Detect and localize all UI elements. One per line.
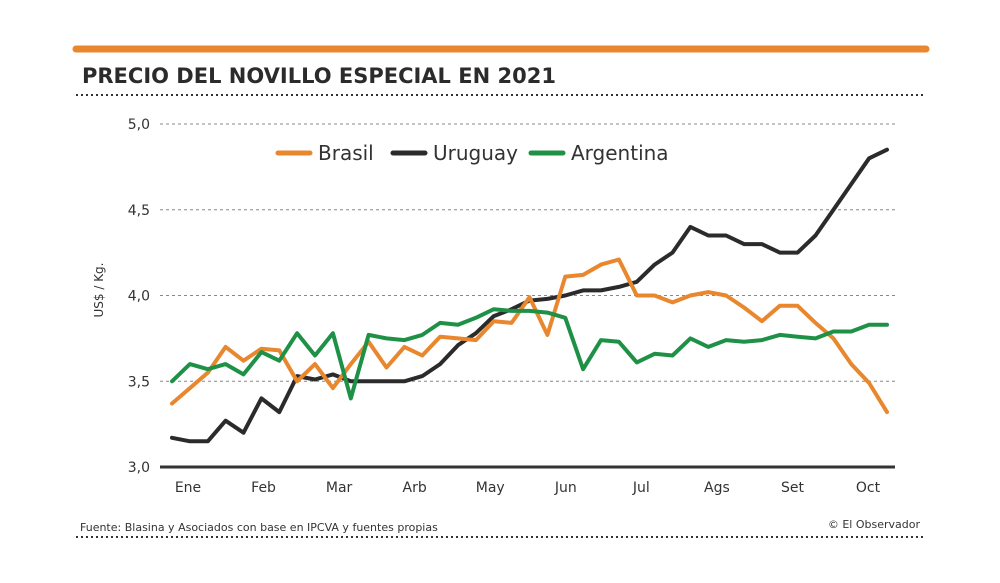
y-tick-label: 5,0 — [128, 117, 150, 133]
gridlines — [160, 123, 895, 469]
y-tick-label: 3,0 — [128, 460, 150, 476]
x-tick-label: Jun — [554, 480, 577, 496]
y-tick-label: 4,5 — [128, 203, 150, 219]
x-tick-label: Feb — [251, 480, 276, 496]
chart-title: PRECIO DEL NOVILLO ESPECIAL EN 2021 — [82, 64, 556, 88]
x-tick-label: Mar — [326, 480, 353, 496]
series-line-brasil — [170, 257, 889, 415]
y-tick-label: 3,5 — [128, 374, 150, 390]
x-tick-label: Oct — [856, 480, 881, 496]
series-line-argentina — [170, 307, 889, 401]
legend-label-brasil: Brasil — [318, 141, 374, 165]
y-ticks: 3,0 3,5 4,0 4,5 5,0 — [128, 117, 150, 476]
legend-label-uruguay: Uruguay — [433, 141, 518, 165]
x-tick-label: Jul — [632, 480, 650, 496]
x-tick-label: Set — [781, 480, 805, 496]
x-tick-label: Ags — [704, 480, 730, 496]
source-note: Fuente: Blasina y Asociados con base en … — [80, 521, 438, 534]
y-tick-label: 4,0 — [128, 289, 150, 305]
legend: Brasil Uruguay Argentina — [275, 141, 669, 165]
x-ticks: Ene Feb Mar Arb May Jun Jul Ags Set Oct — [175, 480, 881, 496]
credit-note: © El Observador — [828, 518, 921, 531]
x-tick-label: Arb — [403, 480, 427, 496]
y-axis-label: US$ / Kg. — [92, 262, 106, 317]
x-tick-label: Ene — [175, 480, 201, 496]
series-lines — [170, 147, 889, 444]
x-tick-label: May — [476, 480, 505, 496]
legend-label-argentina: Argentina — [571, 141, 669, 165]
